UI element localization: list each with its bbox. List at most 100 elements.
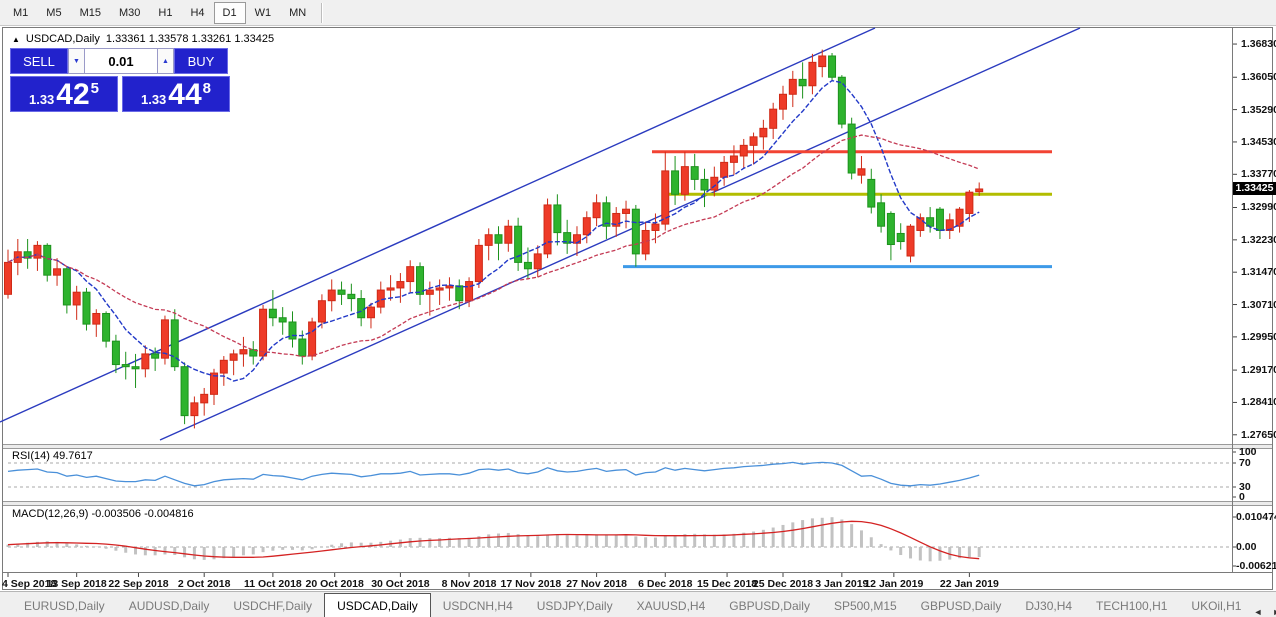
candle-body [808, 61, 817, 87]
candle-body [386, 287, 395, 291]
candle-body [210, 372, 219, 395]
price-tick-label: 1.32990 [1241, 201, 1276, 214]
rsi-macd-divider[interactable] [3, 501, 1272, 506]
price-tick-label: 1.34530 [1241, 135, 1276, 148]
candle-body [53, 268, 62, 276]
sell-button[interactable]: SELL [10, 48, 68, 74]
tab-usdchf-daily[interactable]: USDCHF,Daily [233, 599, 313, 613]
candle-body [455, 285, 464, 302]
timeframe-button-h1[interactable]: H1 [158, 6, 173, 19]
one-click-trade-panel: SELL ▼ 0.01 ▲ BUY 1.33 42 5 1.33 44 8 [10, 48, 230, 112]
candle-body [190, 402, 199, 417]
candle-body [366, 306, 375, 319]
buy-price-button[interactable]: 1.33 44 8 [122, 76, 230, 112]
date-tick-label: 11 Oct 2018 [243, 578, 302, 590]
candle-body [592, 202, 601, 219]
date-tick-label: 25 Dec 2018 [752, 578, 814, 590]
candle-body [288, 321, 297, 340]
candle-body [474, 244, 483, 283]
candle-body [484, 234, 493, 246]
price-tick-label: 1.31470 [1241, 266, 1276, 279]
date-axis-separator [3, 572, 1272, 573]
candle-body [563, 232, 572, 244]
candle-body [445, 285, 454, 289]
timeframe-button-m1[interactable]: M1 [13, 6, 29, 19]
candle-body [425, 289, 434, 295]
timeframe-button-m5[interactable]: M5 [46, 6, 62, 19]
sell-price-button[interactable]: 1.33 42 5 [10, 76, 118, 112]
tab-sp500-m15[interactable]: SP500,M15 [833, 599, 897, 613]
candle-body [906, 225, 915, 257]
candle-body [837, 76, 846, 125]
chart-window [2, 27, 1273, 590]
buy-button[interactable]: BUY [174, 48, 228, 74]
timeframe-button-m30[interactable]: M30 [118, 6, 141, 19]
timeframe-button-w1[interactable]: W1 [254, 6, 272, 19]
sell-price-pip: 5 [90, 80, 100, 97]
candle-body [975, 188, 984, 193]
candle-body [680, 166, 689, 195]
tab-tech100-h1[interactable]: TECH100,H1 [1096, 599, 1168, 613]
candle-body [327, 289, 336, 302]
tab-scroll-right-icon[interactable]: ► [1272, 607, 1276, 617]
main-rsi-divider[interactable] [3, 444, 1272, 449]
candle-body [33, 244, 42, 259]
candle-body [4, 261, 12, 295]
tab-eurusd-daily[interactable]: EURUSD,Daily [24, 599, 105, 613]
candle-body [935, 208, 944, 231]
candle-body [151, 353, 160, 359]
candle-body [533, 253, 542, 270]
sell-price-prefix: 1.33 [28, 92, 55, 107]
tab-audusd-daily[interactable]: AUDUSD,Daily [128, 599, 210, 613]
timeframe-button-d1[interactable]: D1 [213, 1, 246, 24]
candle-body [847, 123, 856, 174]
tab-ukoil-h1[interactable]: UKOil,H1 [1191, 599, 1242, 613]
collapse-icon[interactable]: ▲ [12, 34, 20, 44]
timeframe-button-mn[interactable]: MN [289, 6, 307, 19]
date-tick-label: 20 Oct 2018 [305, 578, 364, 590]
rsi-label: RSI(14) 49.7617 [12, 450, 93, 462]
current-price-badge: 1.33425 [1233, 182, 1276, 195]
tab-scroll-left-icon[interactable]: ◄ [1253, 607, 1263, 617]
candle-body [141, 353, 150, 370]
price-tick-label: 1.35290 [1241, 103, 1276, 116]
candle-body [553, 204, 562, 234]
candle-body [857, 168, 866, 176]
candle-body [710, 176, 719, 191]
candle-body [543, 204, 552, 255]
chart-tab-bar: EURUSD,Daily AUDUSD,Daily USDCHF,Daily USDC… [0, 591, 1276, 617]
rsi-axis-label: 70 [1239, 457, 1251, 469]
tab-gbpusd-daily[interactable]: GBPUSD,Daily [729, 599, 810, 613]
buy-price-pip: 8 [202, 80, 212, 97]
price-axis-separator [1232, 28, 1233, 572]
candle-body [160, 319, 169, 359]
chart-symbol: USDCAD,Daily [25, 33, 100, 45]
date-tick-label: 13 Sep 2018 [46, 578, 107, 590]
candle-body [945, 219, 954, 231]
candle-body [200, 393, 209, 404]
tab-xauusd-h4[interactable]: XAUUSD,H4 [636, 599, 706, 613]
tab-usdcad-daily[interactable]: USDCAD,Daily [324, 593, 431, 617]
tab-gbpusd-daily[interactable]: GBPUSD,Daily [920, 599, 1002, 613]
candle-body [514, 225, 523, 263]
tab-dj30-h4[interactable]: DJ30,H4 [1025, 599, 1073, 613]
date-tick-label: 27 Nov 2018 [566, 578, 627, 590]
candle-body [631, 208, 640, 255]
trendline-channel-lower[interactable] [159, 27, 1081, 441]
rsi-axis-label: 0 [1239, 491, 1245, 503]
timeframe-button-m15[interactable]: M15 [79, 6, 101, 19]
volume-decrease-button[interactable]: ▼ [68, 48, 85, 74]
volume-increase-button[interactable]: ▲ [157, 48, 174, 74]
candle-body [886, 212, 895, 246]
timeframe-toolbar: M1 M5 M15 M30 H1 H4 D1 W1 MN [0, 0, 1276, 26]
tab-usdjpy-daily[interactable]: USDJPY,Daily [536, 599, 613, 613]
tab-usdcnh-h4[interactable]: USDCNH,H4 [442, 599, 513, 613]
candle-body [82, 291, 91, 325]
candle-body [219, 359, 228, 374]
date-tick-label: 12 Jan 2019 [864, 578, 924, 590]
volume-input[interactable]: 0.01 [85, 48, 157, 74]
date-tick-label: 22 Sep 2018 [108, 578, 169, 590]
timeframe-button-h4[interactable]: H4 [190, 6, 205, 19]
